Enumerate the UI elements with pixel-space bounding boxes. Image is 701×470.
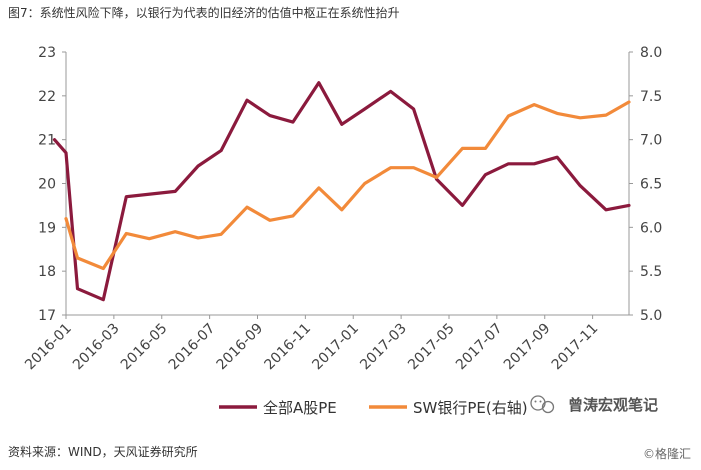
legend-label-1: 全部A股PE bbox=[263, 399, 337, 417]
credit-label: ©格隆汇 bbox=[642, 447, 691, 461]
x-tick-label: 2017-03 bbox=[357, 321, 410, 374]
x-tick-label: 2016-01 bbox=[22, 321, 75, 374]
series-line-2 bbox=[64, 100, 631, 271]
right-tick-label: 5.5 bbox=[640, 264, 662, 280]
left-tick-label: 19 bbox=[38, 220, 56, 236]
wechat-icon bbox=[530, 395, 555, 414]
x-tick-label: 2017-05 bbox=[405, 321, 458, 374]
legend-label-2: SW银行PE(右轴) bbox=[413, 399, 528, 417]
right-tick-label: 5.0 bbox=[640, 308, 662, 324]
x-tick-label: 2016-07 bbox=[166, 321, 219, 374]
left-tick-label: 17 bbox=[38, 308, 56, 324]
chart-series bbox=[52, 81, 631, 302]
left-tick-label: 23 bbox=[38, 45, 56, 61]
x-tick-label: 2016-05 bbox=[118, 321, 171, 374]
right-tick-label: 7.0 bbox=[640, 133, 662, 149]
right-tick-label: 8.0 bbox=[640, 45, 662, 61]
right-tick-label: 6.5 bbox=[640, 177, 662, 193]
left-tick-label: 20 bbox=[38, 177, 56, 193]
right-tick-label: 7.5 bbox=[640, 89, 662, 105]
x-tick-label: 2017-09 bbox=[501, 321, 554, 374]
left-tick-label: 22 bbox=[38, 89, 56, 105]
x-tick-label: 2016-03 bbox=[70, 321, 123, 374]
x-tick-label: 2017-07 bbox=[453, 321, 506, 374]
chart-axes bbox=[65, 52, 630, 316]
x-tick-label: 2017-11 bbox=[549, 321, 602, 374]
series-line-1 bbox=[52, 81, 631, 302]
figure-title: 图7：系统性风险下降，以银行为代表的旧经济的估值中枢正在系统性抬升 bbox=[8, 6, 400, 20]
left-tick-label: 21 bbox=[38, 133, 56, 149]
chart-legend: 全部A股PE SW银行PE(右轴) bbox=[219, 399, 528, 417]
left-tick-label: 18 bbox=[38, 264, 56, 280]
x-tick-label: 2016-11 bbox=[262, 321, 315, 374]
watermark-text: 曾涛宏观笔记 bbox=[568, 396, 658, 414]
x-tick-label: 2017-01 bbox=[309, 321, 362, 374]
source-note: 资料来源：WIND，天风证券研究所 bbox=[8, 445, 198, 459]
right-tick-label: 6.0 bbox=[640, 220, 662, 236]
x-tick-label: 2016-09 bbox=[214, 321, 267, 374]
watermark: 曾涛宏观笔记 bbox=[530, 395, 658, 414]
